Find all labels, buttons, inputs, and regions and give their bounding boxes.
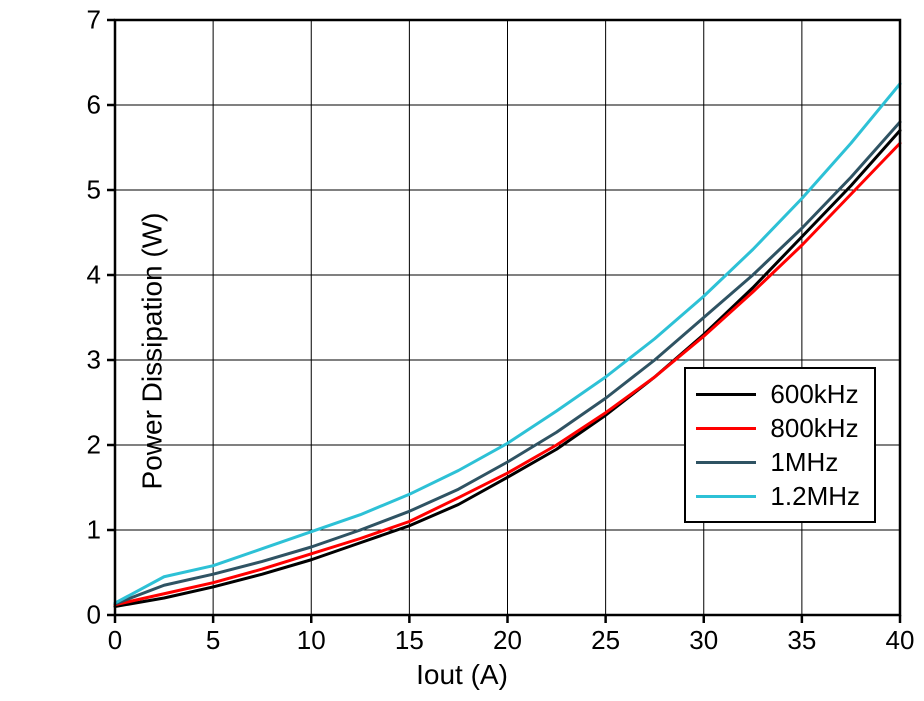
xtick-label: 40	[886, 625, 915, 656]
legend-label: 1MHz	[770, 447, 838, 478]
chart-container: Power Dissipation (W) Iout (A) 600kHz800…	[0, 0, 924, 701]
ytick-label: 7	[87, 5, 101, 36]
ytick-label: 0	[87, 600, 101, 631]
xtick-label: 25	[591, 625, 620, 656]
legend-item: 800kHz	[696, 411, 860, 445]
xtick-label: 10	[297, 625, 326, 656]
xtick-label: 5	[206, 625, 220, 656]
legend-swatch	[696, 495, 756, 498]
legend: 600kHz800kHz1MHz1.2MHz	[684, 367, 876, 523]
legend-label: 800kHz	[770, 413, 858, 444]
legend-item: 1.2MHz	[696, 479, 860, 513]
ytick-label: 3	[87, 345, 101, 376]
ytick-label: 5	[87, 175, 101, 206]
xtick-label: 30	[689, 625, 718, 656]
ytick-label: 2	[87, 430, 101, 461]
legend-swatch	[696, 461, 756, 464]
xtick-label: 35	[787, 625, 816, 656]
xtick-label: 15	[395, 625, 424, 656]
legend-swatch	[696, 427, 756, 430]
xtick-label: 20	[493, 625, 522, 656]
legend-item: 600kHz	[696, 377, 860, 411]
legend-label: 1.2MHz	[770, 481, 860, 512]
xtick-label: 0	[108, 625, 122, 656]
ytick-label: 6	[87, 90, 101, 121]
legend-swatch	[696, 393, 756, 396]
y-axis-label: Power Dissipation (W)	[136, 212, 168, 489]
legend-item: 1MHz	[696, 445, 860, 479]
legend-label: 600kHz	[770, 379, 858, 410]
ytick-label: 4	[87, 260, 101, 291]
x-axis-label: Iout (A)	[416, 659, 508, 691]
ytick-label: 1	[87, 515, 101, 546]
